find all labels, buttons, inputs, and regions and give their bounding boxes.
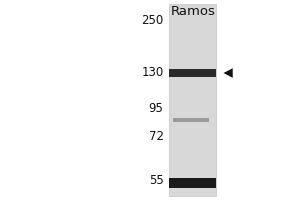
Text: 130: 130 (141, 66, 164, 79)
Polygon shape (224, 68, 233, 78)
Text: 55: 55 (149, 174, 164, 188)
Bar (172, 118, 208, 122)
Text: 95: 95 (148, 102, 164, 116)
Text: 72: 72 (148, 130, 164, 144)
Bar (169, 178, 216, 188)
Bar (169, 69, 216, 77)
Text: 250: 250 (141, 15, 164, 27)
Bar (169, 4, 216, 196)
Text: Ramos: Ramos (171, 5, 216, 18)
